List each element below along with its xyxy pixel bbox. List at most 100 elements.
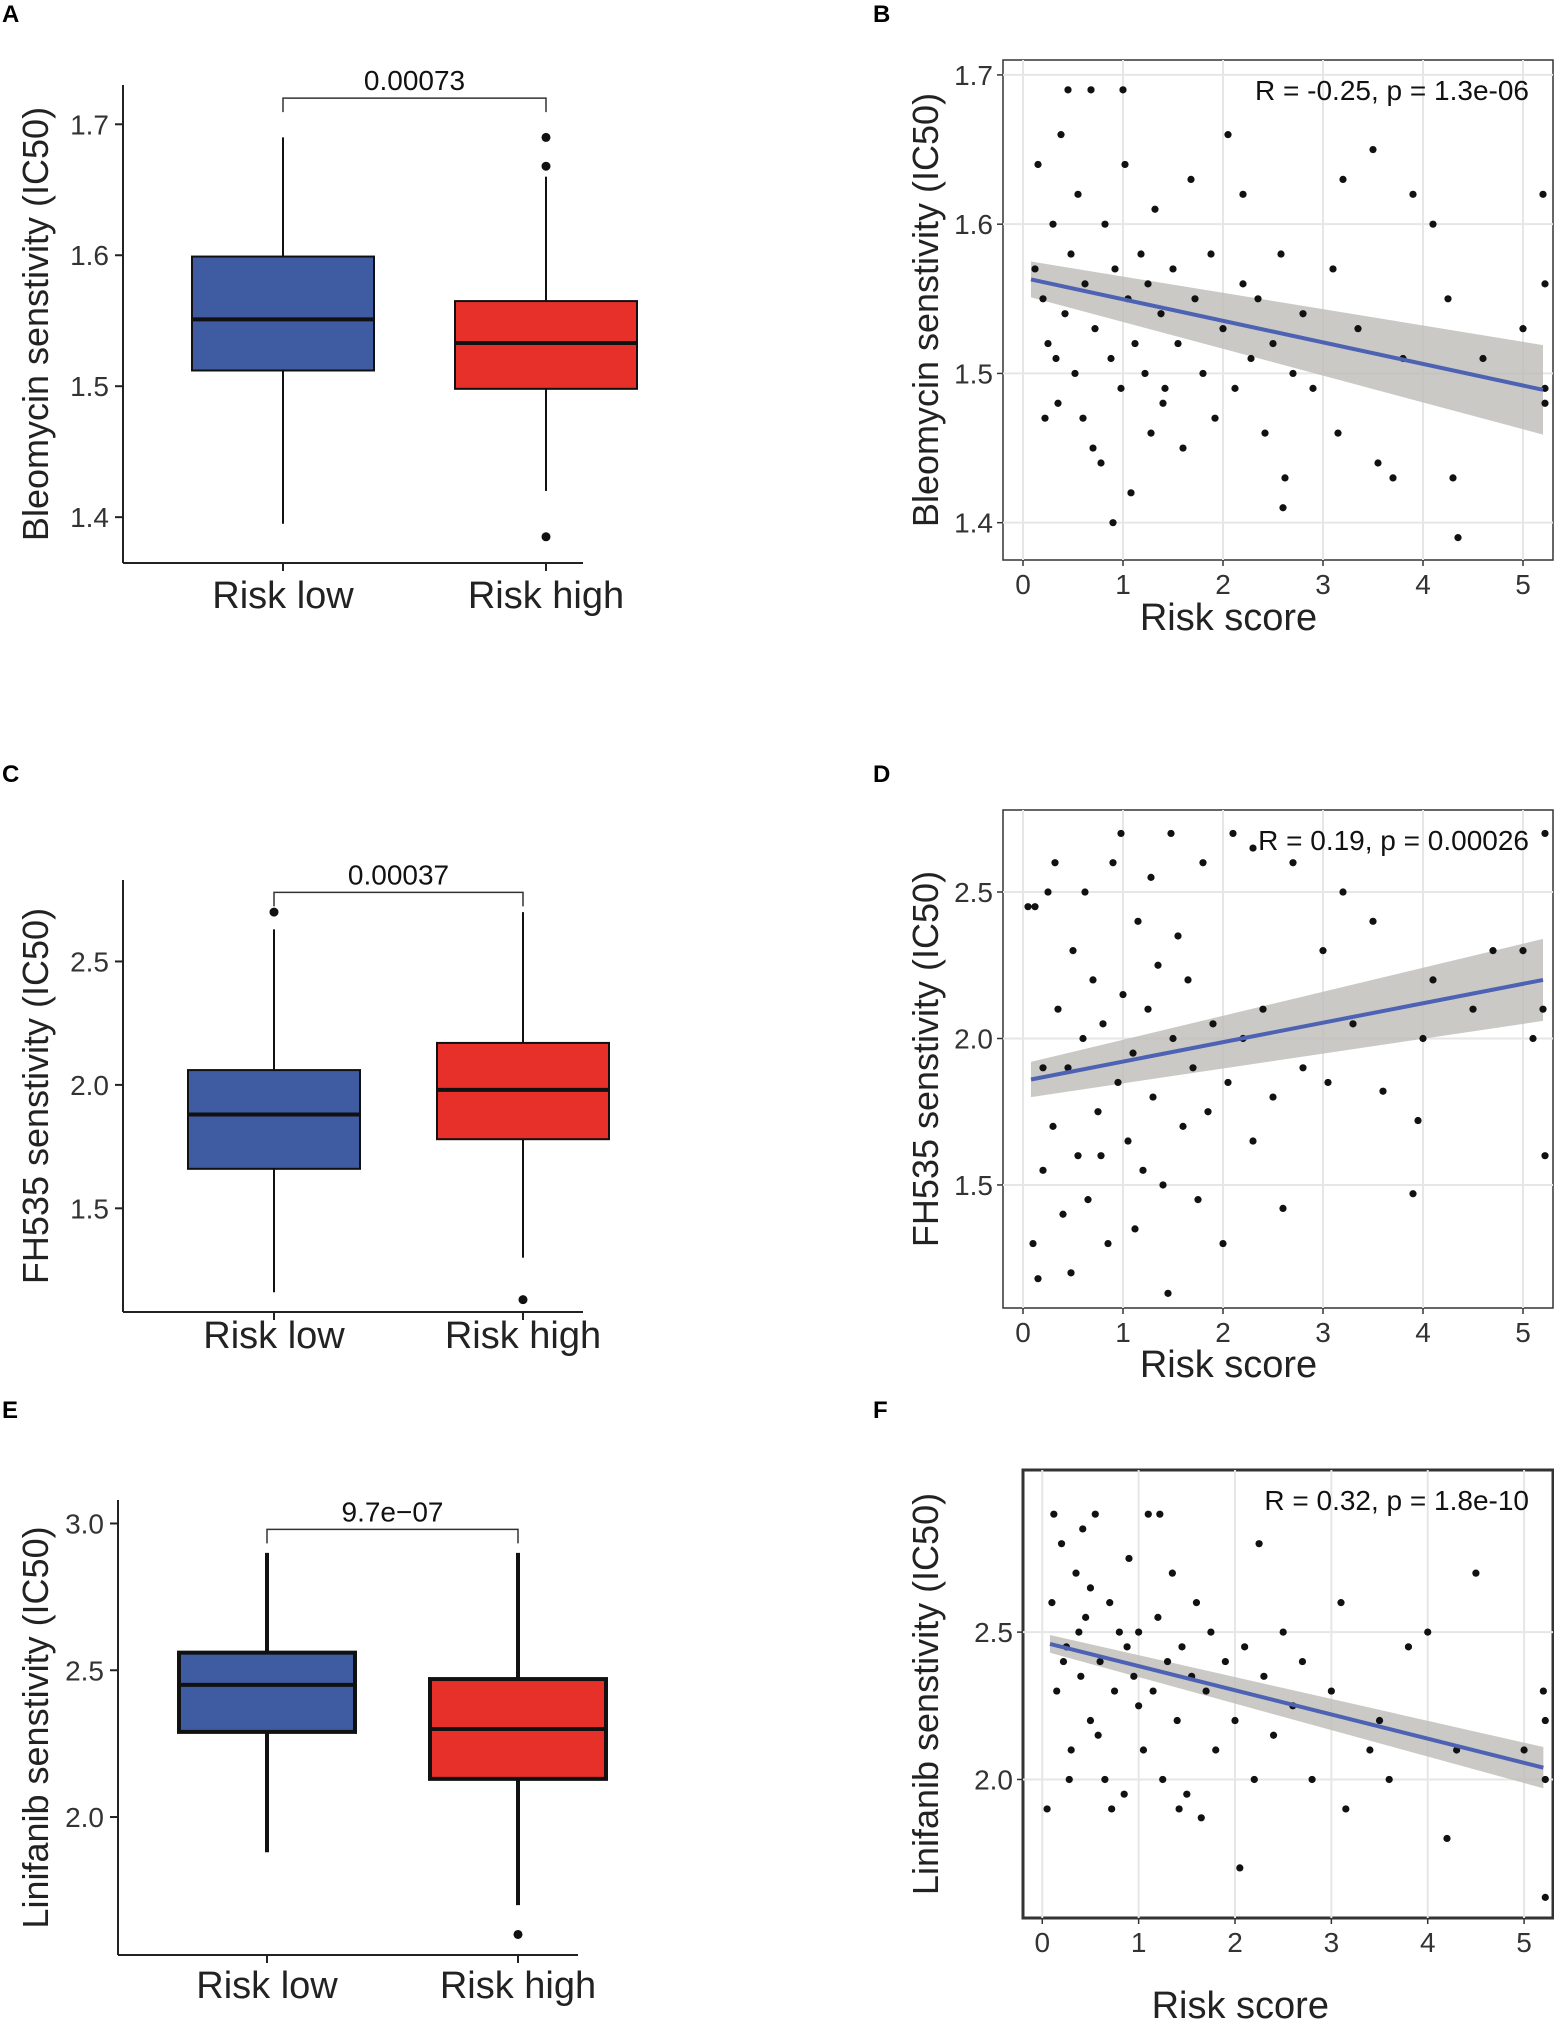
- scatter-point: [1239, 190, 1247, 198]
- scatter-point: [1044, 888, 1052, 896]
- scatter-point: [1111, 265, 1119, 273]
- correlation-annotation: R = -0.25, p = 1.3e-06: [1255, 75, 1529, 106]
- scatter-point: [1164, 1289, 1172, 1297]
- outlier-point: [518, 1295, 528, 1305]
- scatter-point: [1159, 1775, 1167, 1784]
- panel-label-e: E: [2, 1397, 18, 1424]
- scatter-point: [1199, 369, 1207, 378]
- scatter-point: [1298, 1657, 1307, 1666]
- scatter-point: [1134, 917, 1142, 925]
- y-tick-label: 1.7: [954, 60, 993, 91]
- scatter-point: [1224, 1078, 1232, 1087]
- y-tick-label: 1.5: [954, 1170, 993, 1201]
- scatter-point: [1541, 1775, 1549, 1784]
- scatter-point: [1031, 903, 1039, 911]
- scatter-point: [1147, 429, 1155, 437]
- scatter-point: [1539, 1687, 1547, 1695]
- scatter-point: [1044, 339, 1052, 348]
- scatter-point: [1129, 1049, 1137, 1057]
- scatter-point: [1082, 1613, 1090, 1621]
- panel-e-plot: 2.0 2.5 3.0 Linifanib senstivity (IC50) Risk…: [15, 1496, 608, 2007]
- trend-line: [1030, 277, 1544, 392]
- scatter-point: [1309, 384, 1317, 392]
- scatter-point: [1269, 1093, 1277, 1101]
- x-tick-label: 3: [1315, 569, 1331, 600]
- category-label: Risk high: [445, 1315, 601, 1357]
- x-tick-label: 4: [1415, 569, 1431, 600]
- scatter-point: [1249, 1137, 1257, 1145]
- scatter-point: [1057, 131, 1065, 139]
- y-tick-label: 2.0: [70, 1070, 109, 1101]
- comparison-p-value: 0.00073: [364, 65, 465, 96]
- scatter-point: [1074, 1152, 1082, 1160]
- scatter-point: [1147, 873, 1155, 881]
- panel-label-a: A: [2, 1, 19, 28]
- scatter-point: [1109, 859, 1117, 867]
- scatter-point: [1157, 310, 1165, 318]
- scatter-point: [1120, 1790, 1128, 1798]
- scatter-point: [1108, 1805, 1116, 1813]
- scatter-point: [1079, 1034, 1087, 1043]
- scatter-point: [1269, 339, 1277, 348]
- scatter-point: [1339, 175, 1347, 184]
- x-tick-label: 0: [1034, 1927, 1050, 1958]
- panel-e: E 2.0 2.5 3.0 Linifanib senstivity (IC50) Ri…: [2, 1397, 608, 2007]
- scatter-point: [1057, 1540, 1066, 1548]
- scatter-point: [1324, 1078, 1332, 1087]
- scatter-point: [1241, 1643, 1249, 1651]
- scatter-point: [1159, 399, 1167, 407]
- scatter-point: [1050, 1510, 1058, 1518]
- scatter-point: [1072, 1569, 1080, 1577]
- scatter-point: [1409, 1190, 1417, 1198]
- scatter-point: [1141, 369, 1149, 378]
- scatter-point: [1096, 1657, 1104, 1666]
- scatter-point: [1231, 384, 1239, 392]
- panel-c: C 1.5 2.0 2.5 FH535 senstivity (IC50) Risk l…: [2, 761, 610, 1357]
- scatter-point: [1236, 1864, 1244, 1872]
- comparison-bracket: [282, 97, 547, 113]
- scatter-point: [1167, 829, 1175, 838]
- scatter-point: [1061, 310, 1069, 318]
- scatter-point: [1121, 160, 1129, 169]
- scatter-point: [1469, 1005, 1477, 1013]
- scatter-point: [1156, 1510, 1164, 1518]
- outlier-point: [513, 1929, 523, 1939]
- scatter-point: [1081, 280, 1089, 288]
- scatter-point: [1250, 1775, 1258, 1784]
- x-tick-label: 3: [1315, 1317, 1331, 1348]
- outlier-point: [269, 907, 279, 917]
- y-tick-label: 2.5: [954, 877, 993, 908]
- scatter-point: [1329, 265, 1337, 273]
- panel-label-b: B: [873, 1, 890, 28]
- scatter-point: [1173, 1716, 1181, 1725]
- y-axis-label: Bleomycin senstivity (IC50): [15, 107, 56, 541]
- panel-label-f: F: [873, 1397, 888, 1424]
- scatter-point: [1127, 489, 1135, 497]
- scatter-point: [1327, 1687, 1335, 1695]
- scatter-point: [1163, 1657, 1172, 1666]
- scatter-point: [1131, 339, 1139, 348]
- scatter-point: [1075, 1628, 1083, 1636]
- panel-a: A 1.4 1.5 1.6 1.7 Bleomycin senstivity (IC50…: [2, 1, 638, 617]
- scatter-point: [1389, 474, 1397, 482]
- scatter-point: [1269, 1731, 1278, 1739]
- correlation-annotation: R = 0.32, p = 1.8e-10: [1264, 1485, 1529, 1516]
- scatter-point: [1174, 932, 1182, 940]
- scatter-point: [1104, 1239, 1112, 1248]
- scatter-point: [1541, 384, 1549, 392]
- scatter-point: [1097, 459, 1105, 467]
- x-tick-label: 1: [1131, 1927, 1147, 1958]
- scatter-point: [1079, 414, 1087, 422]
- scatter-point: [1366, 1746, 1374, 1754]
- scatter-point: [1119, 990, 1127, 999]
- scatter-point: [1369, 145, 1377, 154]
- scatter-point: [1174, 339, 1182, 348]
- scatter-point: [1123, 1643, 1131, 1651]
- panel-a-plot: 1.4 1.5 1.6 1.7 Bleomycin senstivity (IC50) R…: [15, 65, 638, 617]
- y-tick-label: 2.5: [974, 1617, 1013, 1648]
- scatter-point: [1209, 1020, 1217, 1028]
- scatter-point: [1039, 1166, 1047, 1174]
- scatter-point: [1154, 1613, 1162, 1621]
- category-label: Risk low: [203, 1315, 345, 1357]
